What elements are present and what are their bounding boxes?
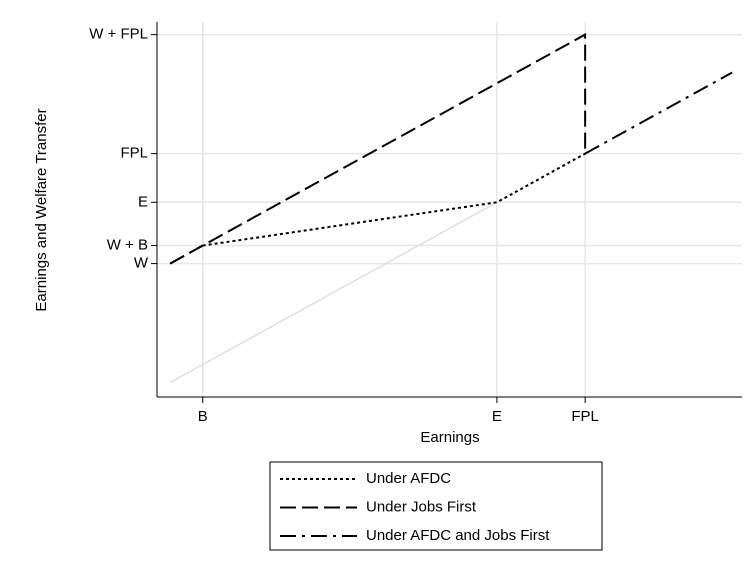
x-tick-label: E	[492, 408, 502, 425]
series-line	[169, 71, 733, 265]
x-tick-label: B	[198, 408, 208, 425]
y-tick-label: FPL	[120, 145, 148, 162]
y-tick-label: E	[138, 193, 148, 210]
legend-label: Under AFDC	[366, 470, 451, 487]
x-axis-label: Earnings	[420, 429, 479, 446]
x-tick-label: FPL	[571, 408, 599, 425]
legend-box	[269, 461, 603, 551]
series-line	[169, 32, 587, 265]
reference-line	[169, 201, 498, 384]
y-tick-label: W + B	[107, 237, 148, 254]
legend-label: Under AFDC and Jobs First	[366, 527, 550, 544]
legend-label: Under Jobs First	[366, 498, 477, 515]
y-tick-label: W + FPL	[89, 26, 148, 43]
y-axis-label: Earnings and Welfare Transfer	[33, 108, 50, 311]
y-tick-label: W	[134, 255, 149, 272]
